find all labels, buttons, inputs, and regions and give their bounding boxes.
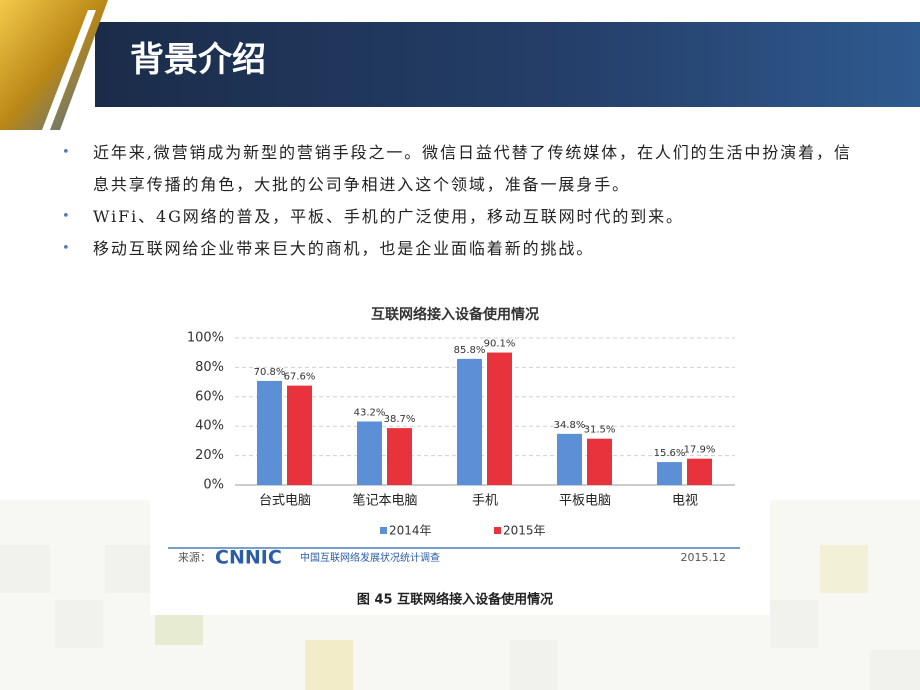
- figure-caption: 图 45 互联网络接入设备使用情况: [357, 592, 553, 608]
- y-tick-label: 100%: [187, 331, 224, 346]
- bar: [687, 458, 712, 485]
- x-tick-label: 笔记本电脑: [352, 493, 417, 509]
- slide-title: 背景介绍: [130, 40, 266, 80]
- x-tick-label: 手机: [472, 494, 498, 509]
- bullet: WiFi、4G网络的普及，平板、手机的广泛使用，移动互联网时代的到来。: [62, 201, 868, 233]
- y-tick-label: 20%: [195, 448, 224, 463]
- bar: [557, 433, 582, 485]
- value-label: 34.8%: [554, 420, 586, 431]
- chart-title: 互联网络接入设备使用情况: [371, 306, 539, 323]
- chart: 互联网络接入设备使用情况 0% 20% 40% 60% 80% 100% 台式电脑 70.8%6…: [168, 306, 740, 608]
- y-tick-label: 0%: [203, 478, 224, 493]
- bar: [487, 352, 512, 485]
- legend-label: 2015年: [503, 524, 546, 538]
- bar: [357, 421, 382, 485]
- source-label: 来源：: [178, 550, 211, 564]
- bar: [587, 438, 612, 485]
- value-label: 67.6%: [284, 372, 316, 383]
- y-tick-label: 80%: [195, 360, 224, 375]
- legend-swatch: [494, 527, 501, 534]
- bar: [257, 380, 282, 485]
- value-label: 15.6%: [654, 448, 686, 459]
- header-stripe: [42, 10, 96, 130]
- bullet: 近年来,微营销成为新型的营销手段之一。微信日益代替了传统媒体，在人们的生活中扮演…: [62, 137, 868, 201]
- y-tick-label: 60%: [195, 389, 224, 404]
- value-label: 31.5%: [584, 425, 616, 436]
- value-label: 38.7%: [384, 414, 416, 425]
- bar: [457, 358, 482, 485]
- bar: [287, 385, 312, 485]
- x-tick-label: 台式电脑: [259, 494, 311, 509]
- source-date: 2015.12: [681, 551, 727, 564]
- value-label: 70.8%: [254, 367, 286, 378]
- source-text: 中国互联网络发展状况统计调查: [300, 551, 440, 564]
- legend-swatch: [380, 527, 387, 534]
- x-tick-label: 平板电脑: [559, 494, 611, 509]
- legend-label: 2014年: [389, 524, 432, 538]
- x-tick-label: 电视: [672, 494, 698, 509]
- bar: [387, 428, 412, 485]
- header-bar: [95, 22, 920, 107]
- bar: [657, 462, 682, 485]
- bullet: 移动互联网给企业带来巨大的商机，也是企业面临着新的挑战。: [62, 233, 868, 265]
- value-label: 17.9%: [684, 445, 716, 456]
- value-label: 85.8%: [454, 345, 486, 356]
- bullet-list: 近年来,微营销成为新型的营销手段之一。微信日益代替了传统媒体，在人们的生活中扮演…: [62, 137, 872, 265]
- value-label: 90.1%: [484, 339, 516, 350]
- source-logo: CNNIC: [215, 547, 282, 569]
- value-label: 43.2%: [354, 407, 386, 418]
- y-tick-label: 40%: [195, 419, 224, 434]
